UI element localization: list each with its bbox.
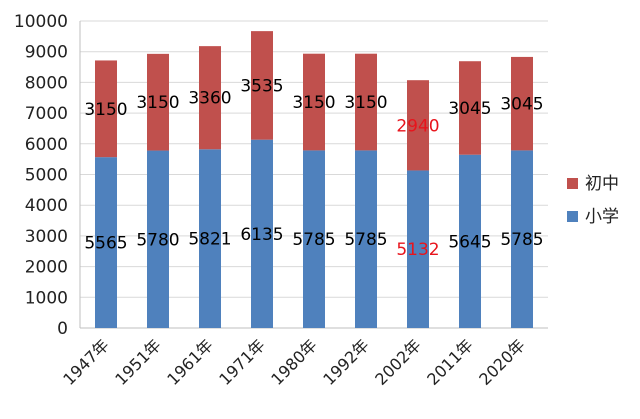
data-label: 3535 [240, 76, 283, 96]
data-label: 3360 [188, 89, 231, 109]
data-label: 2940 [396, 116, 439, 136]
legend-swatch [567, 211, 578, 222]
data-label: 5821 [188, 230, 231, 250]
legend-label: 初中 [585, 174, 619, 194]
x-tick-label: 1951年 [111, 335, 165, 389]
x-tick-label: 1961年 [163, 335, 217, 389]
y-tick-label: 7000 [25, 104, 68, 124]
data-label: 3045 [500, 95, 543, 115]
x-tick-label: 1971年 [215, 335, 269, 389]
y-tick-label: 1000 [25, 288, 68, 308]
bar-middle-7 [459, 61, 481, 155]
bar-middle-3 [251, 31, 273, 140]
data-label: 5785 [344, 230, 387, 250]
bar-middle-1 [147, 53, 169, 151]
y-tick-label: 9000 [25, 43, 68, 63]
bar-primary-1 [147, 150, 169, 328]
data-label: 3045 [448, 99, 491, 119]
data-label: 3150 [344, 93, 387, 113]
bar-primary-3 [251, 139, 273, 328]
legend-label: 小学 [585, 207, 619, 227]
data-label: 3150 [292, 93, 335, 113]
bars [95, 31, 533, 328]
bar-middle-4 [303, 53, 325, 151]
bar-primary-7 [459, 154, 481, 328]
y-tick-label: 4000 [25, 196, 68, 216]
x-tick-label: 1992年 [319, 335, 373, 389]
data-label: 3150 [136, 93, 179, 113]
bar-primary-8 [511, 150, 533, 328]
y-tick-label: 5000 [25, 166, 68, 186]
legend-swatch [567, 178, 578, 189]
y-tick-label: 2000 [25, 258, 68, 278]
y-tick-label: 8000 [25, 73, 68, 93]
data-label: 6135 [240, 225, 283, 245]
bar-primary-0 [95, 157, 117, 328]
data-label: 3150 [84, 100, 127, 120]
bar-middle-0 [95, 60, 117, 158]
data-labels: 5565 3150 5780 3150 5821 3360 6135 3535 5785 3150… [84, 76, 543, 260]
x-tick-label: 1980年 [267, 335, 321, 389]
bar-middle-5 [355, 53, 377, 151]
y-tick-label: 3000 [25, 227, 68, 247]
data-label: 5780 [136, 230, 179, 250]
bar-middle-2 [199, 46, 221, 150]
x-tick-label: 2011年 [423, 335, 477, 389]
x-tick-label: 1947年 [59, 335, 113, 389]
data-label: 5785 [292, 230, 335, 250]
y-tick-label: 10000 [14, 12, 68, 32]
bar-primary-6 [407, 170, 429, 328]
bar-primary-5 [355, 150, 377, 328]
bar-middle-8 [511, 56, 533, 151]
data-label: 5565 [84, 234, 127, 254]
x-tick-label: 2002年 [371, 335, 425, 389]
y-tick-label: 0 [57, 319, 68, 339]
x-axis-ticks: 1947年1951年1961年1971年1980年1992年2002年2011年… [59, 335, 529, 389]
bar-middle-6 [407, 80, 429, 171]
bar-primary-4 [303, 150, 325, 328]
x-tick-label: 2020年 [475, 335, 529, 389]
y-axis-ticks: 0 1000 2000 3000 4000 5000 6000 7000 8000 9000 100… [14, 12, 68, 339]
data-label: 5785 [500, 230, 543, 250]
bar-primary-2 [199, 149, 221, 328]
data-label: 5645 [448, 232, 491, 252]
y-tick-label: 6000 [25, 135, 68, 155]
data-label: 5132 [396, 240, 439, 260]
